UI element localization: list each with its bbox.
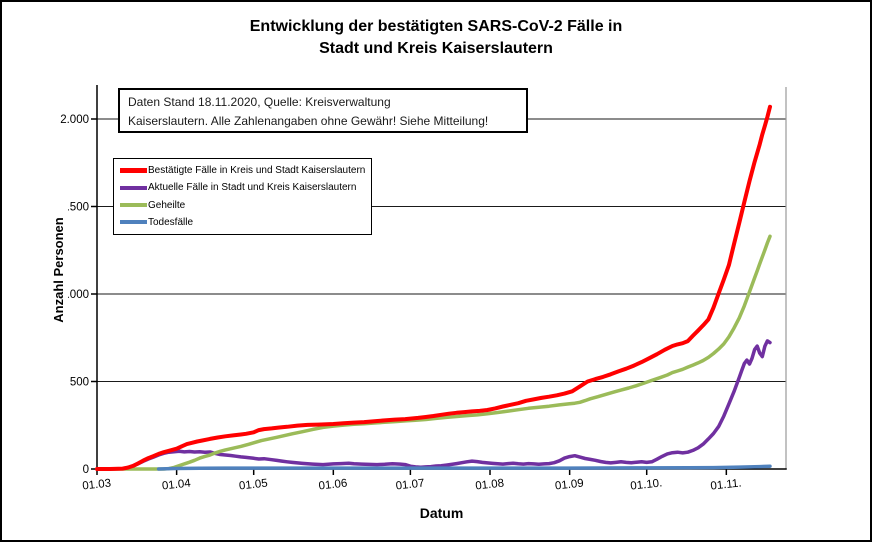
legend-swatch-icon (120, 168, 147, 174)
legend-swatch-icon (120, 185, 147, 190)
x-tick-label: 01.07 (395, 478, 425, 493)
x-tick-label: 01.03 (82, 478, 112, 493)
chart-title-line-2: Stadt und Kreis Kaiserslautern (319, 40, 553, 57)
x-axis-title: Datum (419, 505, 464, 521)
series-line-4 (156, 464, 772, 471)
legend: Bestätigte Fälle in Kreis und Stadt Kais… (113, 158, 372, 235)
legend-label: Geheilte (148, 199, 186, 211)
x-tick-label: 01.04 (161, 477, 191, 492)
y-tick-label: 0 (83, 464, 89, 476)
y-tick-label: 2.000 (60, 114, 89, 126)
data-source-note: Daten Stand 18.11.2020, Quelle: Kreisver… (118, 88, 528, 133)
series-line-3 (95, 234, 772, 471)
series-line-1 (95, 104, 772, 471)
chart-title: Entwicklung der bestätigten SARS-CoV-2 F… (2, 16, 870, 60)
series-line-2 (95, 339, 772, 471)
legend-label: Bestätigte Fälle in Kreis und Stadt Kais… (148, 165, 366, 177)
legend-label: Todesfälle (148, 216, 194, 228)
x-tick-label: 01.09 (554, 478, 584, 493)
note-line-2: Kaiserslautern. Alle Zahlenangaben ohne … (128, 114, 489, 128)
x-tick-label: 01.06 (318, 478, 348, 493)
y-tick-label: 500 (70, 377, 89, 389)
legend-swatch-icon (120, 220, 147, 225)
legend-item-2: Aktuelle Fälle in Stadt und Kreis Kaiser… (114, 182, 371, 193)
legend-label: Aktuelle Fälle in Stadt und Kreis Kaiser… (148, 182, 357, 194)
legend-item-3: Geheilte (114, 200, 371, 211)
chart-title-line-1: Entwicklung der bestätigten SARS-CoV-2 F… (249, 18, 623, 35)
y-axis-title: Anzahl Personen (50, 200, 68, 340)
x-tick-label: 01.11. (710, 477, 742, 492)
legend-swatch-icon (120, 203, 147, 208)
legend-item-4: Todesfälle (114, 217, 371, 228)
x-tick-label: 01.05 (238, 478, 268, 493)
x-tick-label: 01.10. (630, 477, 663, 492)
legend-item-1: Bestätigte Fälle in Kreis und Stadt Kais… (114, 165, 371, 176)
x-tick-label: 01.08 (475, 478, 505, 493)
note-line-1: Daten Stand 18.11.2020, Quelle: Kreisver… (128, 95, 391, 109)
